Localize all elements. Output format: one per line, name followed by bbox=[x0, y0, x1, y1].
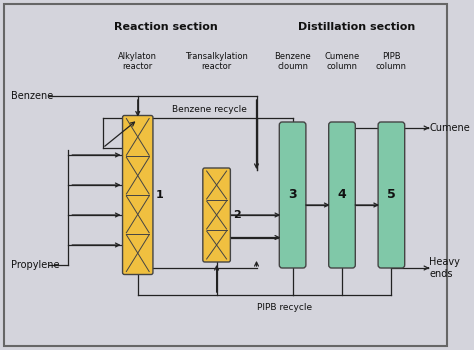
Text: Benzene: Benzene bbox=[11, 91, 54, 101]
Text: Benzene
cloumn: Benzene cloumn bbox=[274, 52, 311, 71]
Text: Transalkylation
reactor: Transalkylation reactor bbox=[185, 52, 248, 71]
Text: Reaction section: Reaction section bbox=[114, 22, 218, 32]
Text: 1: 1 bbox=[156, 190, 164, 200]
Text: Propylene: Propylene bbox=[11, 260, 60, 270]
Text: 3: 3 bbox=[288, 189, 297, 202]
FancyBboxPatch shape bbox=[279, 122, 306, 268]
FancyBboxPatch shape bbox=[203, 168, 230, 262]
Text: Cumene
column: Cumene column bbox=[324, 52, 360, 71]
Text: PIPB recycle: PIPB recycle bbox=[257, 303, 312, 312]
FancyBboxPatch shape bbox=[378, 122, 405, 268]
Text: Cumene: Cumene bbox=[429, 123, 470, 133]
Text: Distillation section: Distillation section bbox=[298, 22, 415, 32]
Text: 4: 4 bbox=[337, 189, 346, 202]
Text: Alkylaton
reactor: Alkylaton reactor bbox=[118, 52, 157, 71]
Text: Benzene recycle: Benzene recycle bbox=[172, 105, 246, 114]
Text: 2: 2 bbox=[233, 210, 241, 220]
FancyBboxPatch shape bbox=[328, 122, 356, 268]
Text: 5: 5 bbox=[387, 189, 396, 202]
Text: PIPB
column: PIPB column bbox=[376, 52, 407, 71]
Text: Heavy
ends: Heavy ends bbox=[429, 257, 460, 279]
FancyBboxPatch shape bbox=[123, 116, 153, 274]
